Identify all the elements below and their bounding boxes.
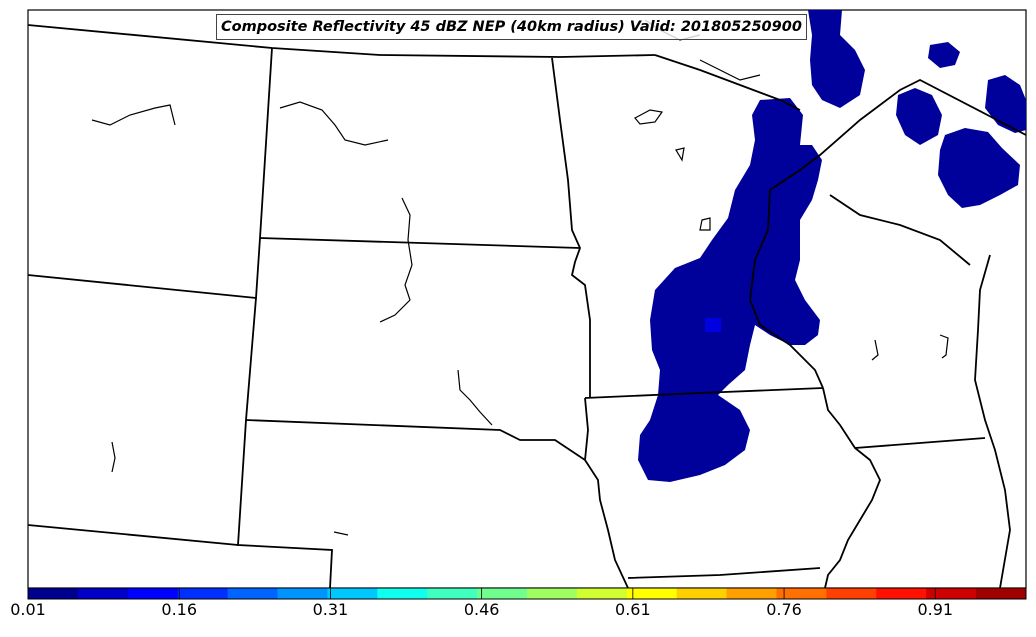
colorbar-segment	[527, 588, 578, 599]
colorbar-segment	[976, 588, 1027, 599]
boundary-lake-michigan	[974, 254, 1011, 589]
colorbar-segment	[876, 588, 927, 599]
colorbar-tick-label: 0.31	[312, 600, 349, 619]
rivers	[91, 19, 949, 536]
colorbar-segment	[177, 588, 229, 599]
boundary-ia-mo	[627, 567, 821, 579]
colorbar-segment	[327, 588, 378, 599]
map-title: Composite Reflectivity 45 dBZ NEP (40km …	[216, 14, 807, 40]
lake-winnebago	[871, 339, 879, 361]
river-ne	[457, 369, 493, 426]
state-boundaries	[27, 24, 1027, 589]
colorbar-segment	[926, 588, 977, 599]
boundary-upper-michigan	[769, 78, 1027, 191]
lake-small-3	[939, 334, 949, 359]
colorbar-segment	[676, 588, 728, 599]
probability-high-patch	[705, 318, 721, 332]
colorbar	[27, 587, 1027, 600]
colorbar-segment	[277, 588, 328, 599]
river-wyoming	[111, 441, 116, 473]
lake-small-2	[699, 217, 711, 231]
colorbar-tick-label: 0.01	[10, 600, 46, 619]
probability-area-main	[638, 98, 822, 482]
map-panel	[27, 9, 1027, 589]
river-nd-missouri	[279, 101, 389, 146]
colorbar-segment	[127, 588, 179, 599]
boundary-wi-il	[854, 437, 986, 449]
boundary-ia-west	[584, 397, 629, 589]
colorbar-tick-label: 0.61	[615, 600, 651, 619]
colorbar-tick-label: 0.46	[463, 600, 500, 619]
probability-areas	[638, 10, 1026, 482]
probability-area-ontario-2	[938, 128, 1020, 208]
boundary-mn-wi	[749, 189, 824, 389]
boundary-sd-ne	[245, 419, 586, 461]
boundary-montana-wyoming	[27, 47, 273, 299]
lake-nipigon-shore	[699, 59, 761, 81]
colorbar-tick-label: 0.16	[161, 600, 198, 619]
colorbar-segment	[28, 588, 79, 599]
boundary-canada	[27, 24, 656, 58]
probability-area-ontario-4	[928, 42, 960, 68]
probability-area-ontario-1	[896, 88, 942, 145]
boundary-wi-up	[829, 194, 971, 266]
colorbar-segment	[576, 588, 628, 599]
lake-red	[634, 109, 664, 125]
lake-small-1	[675, 147, 685, 162]
river-colorado	[333, 531, 349, 536]
boundary-superior-shore	[654, 54, 801, 111]
colorbar-tick-label: 0.91	[917, 600, 954, 619]
colorbar-segment	[77, 588, 129, 599]
colorbar-segment	[776, 588, 827, 599]
colorbar-segment	[427, 588, 478, 599]
colorbar-segment	[377, 588, 428, 599]
boundary-mn-west	[551, 57, 591, 398]
colorbar-segment	[477, 588, 528, 599]
colorbar-segment	[626, 588, 678, 599]
river-montana	[91, 104, 176, 126]
boundary-co-wy	[27, 524, 239, 546]
boundary-nd-sd	[259, 237, 581, 249]
probability-area-north	[808, 10, 865, 108]
colorbar-segment	[227, 588, 278, 599]
colorbar-segment	[726, 588, 777, 599]
boundary-ia-east	[822, 387, 881, 589]
colorbar-tick-label: 0.76	[766, 600, 802, 619]
river-sd-missouri	[379, 197, 413, 323]
colorbar-segment	[826, 588, 877, 599]
boundary-mn-ia	[584, 387, 824, 399]
